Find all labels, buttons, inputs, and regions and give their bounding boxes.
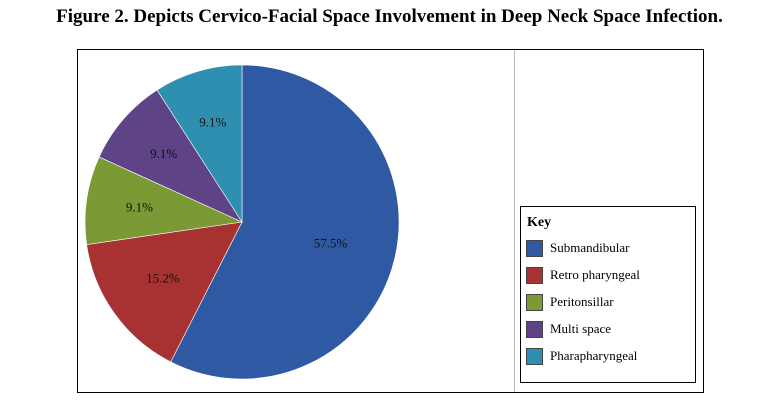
slice-label-peritonsillar: 9.1% bbox=[126, 199, 153, 214]
legend-item-retro-pharyngeal: Retro pharyngeal bbox=[526, 265, 640, 285]
pie-slice-pharapharyngeal bbox=[156, 64, 243, 224]
legend-item-submandibular: Submandibular bbox=[526, 238, 629, 258]
legend-swatch-multi-space bbox=[526, 320, 543, 338]
plot-divider bbox=[514, 50, 515, 392]
legend-swatch-retro-pharyngeal bbox=[526, 266, 543, 284]
chart-frame: 57.5% 15.2% 9.1% 9.1% 9.1% Key Submandibular… bbox=[77, 49, 704, 393]
legend-label-submandibular: Submandibular bbox=[550, 240, 630, 255]
legend-item-peritonsillar: Peritonsillar bbox=[526, 292, 614, 312]
figure-title: Figure 2. Depicts Cervico-Facial Space I… bbox=[56, 6, 723, 27]
pie-slice-multi-space bbox=[98, 89, 243, 223]
slice-label-multi-space: 9.1% bbox=[150, 146, 177, 161]
legend-label-peritonsillar: Peritonsillar bbox=[550, 294, 614, 309]
pie-slice-submandibular bbox=[170, 64, 400, 380]
slice-label-submandibular: 57.5% bbox=[314, 235, 348, 250]
legend: Key Submandibular Retro pharyngeal Perit… bbox=[520, 206, 696, 383]
legend-label-retro-pharyngeal: Retro pharyngeal bbox=[550, 267, 640, 282]
legend-swatch-submandibular bbox=[526, 239, 543, 257]
pie-chart: 57.5% 15.2% 9.1% 9.1% 9.1% bbox=[84, 64, 400, 380]
legend-title: Key bbox=[527, 215, 552, 230]
legend-swatch-peritonsillar bbox=[526, 293, 543, 311]
legend-label-pharapharyngeal: Pharapharyngeal bbox=[550, 348, 638, 363]
legend-item-pharapharyngeal: Pharapharyngeal bbox=[526, 346, 637, 366]
slice-label-retro-pharyngeal: 15.2% bbox=[146, 271, 180, 286]
legend-label-multi-space: Multi space bbox=[550, 321, 612, 336]
legend-item-multi-space: Multi space bbox=[526, 319, 611, 339]
pie-slice-retro-pharyngeal bbox=[86, 221, 243, 363]
pie-slice-peritonsillar bbox=[84, 156, 244, 245]
slice-label-pharapharyngeal: 9.1% bbox=[199, 115, 226, 130]
legend-swatch-pharapharyngeal bbox=[526, 347, 543, 365]
